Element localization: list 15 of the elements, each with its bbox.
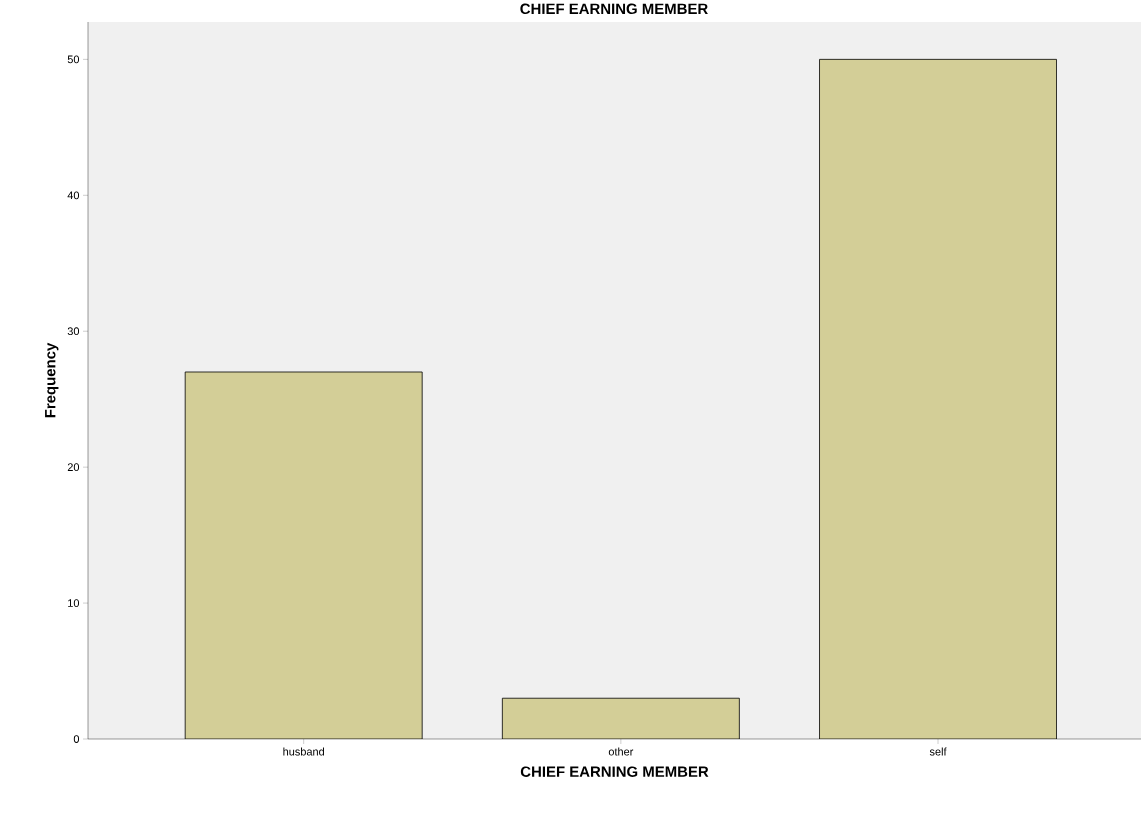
y-tick-label: 20 (67, 463, 80, 472)
y-tick-label: 40 (67, 191, 80, 200)
x-tick-label: self (929, 747, 947, 756)
bar (501, 697, 740, 739)
y-axis-title: Frequency (45, 342, 59, 418)
x-tick-label: husband (283, 747, 324, 756)
x-tick-label: other (608, 747, 634, 756)
y-tick-label: 50 (67, 55, 80, 64)
y-tick-label: 10 (68, 599, 80, 607)
x-axis-title: CHIEF EARNING MEMBER (520, 766, 709, 777)
y-tick-label: 0 (73, 735, 80, 743)
bar (819, 58, 1057, 739)
chart-title: CHIEF EARNING MEMBER (520, 3, 708, 15)
bar (184, 371, 423, 739)
y-tick-label: 30 (67, 327, 80, 336)
